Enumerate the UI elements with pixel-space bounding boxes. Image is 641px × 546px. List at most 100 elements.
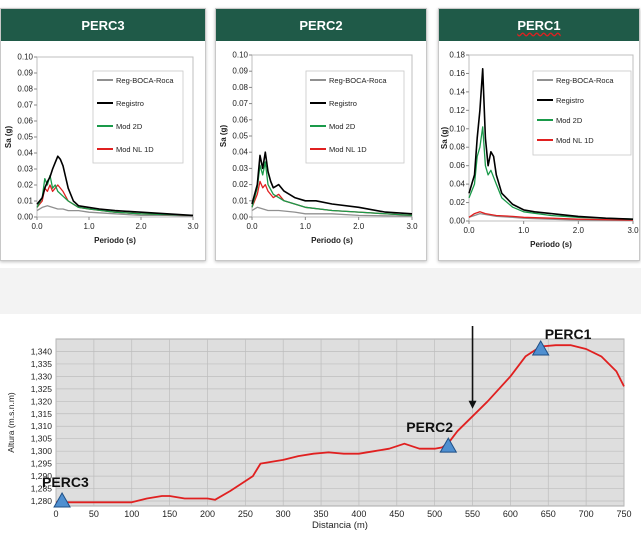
station-label-perc2: PERC2 bbox=[406, 419, 453, 435]
y-tick-label: 0.00 bbox=[449, 217, 465, 226]
x-tick-label: 1.0 bbox=[518, 226, 530, 235]
y-tick-label: 1,340 bbox=[31, 346, 53, 356]
panel-title-perc2: PERC2 bbox=[216, 9, 426, 41]
x-tick-label: 700 bbox=[579, 509, 594, 519]
spectrum-chart-perc1: 0.00 0.02 0.04 0.06 0.08 0.10 0.12 0.14 0.16 0.18… bbox=[440, 51, 639, 250]
station-marker-perc1 bbox=[531, 339, 550, 356]
legend-entry: Reg-BOCA-Roca bbox=[556, 76, 614, 85]
spectrum-chart-perc3: 0.00 0.01 0.02 0.03 0.04 0.05 0.06 0.07 0.08 0.09… bbox=[4, 53, 199, 246]
elevation-profile-chart: 1,280 1,285 1,290 1,295 1,300 1,305 1,310 1,315… bbox=[6, 326, 632, 531]
y-tick-label: 0.06 bbox=[232, 115, 248, 124]
y-axis-title: Sa (g) bbox=[219, 125, 228, 148]
legend-entry: Mod 2D bbox=[329, 122, 356, 131]
y-tick-label: 0.07 bbox=[232, 99, 248, 108]
series-line-reg-boca-roca bbox=[251, 206, 413, 217]
y-tick-label: 0.03 bbox=[17, 165, 33, 174]
y-tick-label: 0.09 bbox=[17, 69, 33, 78]
chart-panel-perc1: PERC1 0.00 0.02 0.04 0.06 0.08 0.10 0.12 0.14 0.… bbox=[438, 8, 640, 261]
station-label-perc3: PERC3 bbox=[42, 474, 89, 490]
legend-box bbox=[92, 70, 184, 164]
y-tick-label: 1,295 bbox=[31, 459, 53, 469]
legend-entry: Registro bbox=[556, 96, 584, 105]
series-line-registro bbox=[251, 151, 413, 215]
series-line-mod-2d bbox=[251, 161, 413, 217]
y-tick-label: 0.01 bbox=[232, 196, 248, 205]
plot-area bbox=[55, 338, 625, 507]
y-tick-label: 0.01 bbox=[17, 197, 33, 206]
x-axis-title: Periodo (s) bbox=[311, 236, 353, 245]
x-tick-label: 300 bbox=[276, 509, 291, 519]
y-tick-label: 0.09 bbox=[232, 67, 248, 76]
y-tick-label: 0.06 bbox=[17, 117, 33, 126]
x-tick-label: 600 bbox=[503, 509, 518, 519]
y-tick-label: 1,320 bbox=[31, 396, 53, 406]
station-label-perc1: PERC1 bbox=[545, 326, 592, 342]
y-tick-label: 1,300 bbox=[31, 446, 53, 456]
y-tick-label: 0.05 bbox=[17, 133, 33, 142]
y-axis-title: Altura (m.s.n.m) bbox=[6, 392, 16, 453]
x-tick-label: 50 bbox=[89, 509, 99, 519]
x-tick-label: 450 bbox=[389, 509, 404, 519]
station-marker-perc3 bbox=[53, 492, 71, 508]
y-axis-title: Sa (g) bbox=[4, 126, 13, 149]
panel-title-perc3: PERC3 bbox=[1, 9, 205, 41]
y-tick-label: 0.10 bbox=[232, 51, 248, 60]
legend-entry: Mod NL 1D bbox=[329, 145, 367, 154]
y-tick-label: 0.04 bbox=[232, 148, 248, 157]
y-tick-label: 0.05 bbox=[232, 132, 248, 141]
y-tick-label: 0.08 bbox=[449, 143, 465, 152]
elevation-profile-line bbox=[56, 344, 625, 504]
panel-title-perc1: PERC1 bbox=[439, 9, 639, 41]
y-tick-label: 1,285 bbox=[31, 484, 53, 494]
x-tick-label: 0.0 bbox=[31, 222, 43, 231]
x-tick-label: 250 bbox=[238, 509, 253, 519]
chart-panel-perc2: PERC2 0.00 0.01 0.02 0.03 0.04 0.05 0.06 0.07 0.… bbox=[215, 8, 427, 261]
x-axis-title: Distancia (m) bbox=[312, 520, 368, 531]
x-tick-label: 150 bbox=[162, 509, 177, 519]
x-tick-label: 0.0 bbox=[463, 226, 475, 235]
y-tick-label: 0.04 bbox=[449, 180, 465, 189]
legend-entry: Mod 2D bbox=[556, 116, 583, 125]
x-tick-label: 3.0 bbox=[187, 222, 199, 231]
legend-entry: Reg-BOCA-Roca bbox=[116, 76, 174, 85]
series-line-registro bbox=[468, 67, 634, 220]
y-tick-label: 1,315 bbox=[31, 409, 53, 419]
legend-entry: Registro bbox=[329, 99, 357, 108]
y-tick-label: 0.02 bbox=[232, 180, 248, 189]
legend-entry: Mod NL 1D bbox=[556, 136, 594, 145]
y-tick-label: 0.03 bbox=[232, 164, 248, 173]
series-line-reg-boca-roca bbox=[36, 205, 194, 217]
y-tick-label: 0.14 bbox=[449, 87, 465, 96]
x-tick-label: 0 bbox=[53, 509, 58, 519]
y-tick-label: 0.06 bbox=[449, 161, 465, 170]
series-line-registro bbox=[36, 155, 194, 217]
series-line-reg-boca-roca bbox=[468, 212, 634, 222]
series-line-mod-nl-1d bbox=[468, 211, 634, 221]
x-axis-title: Periodo (s) bbox=[94, 236, 136, 245]
series-line-mod-2d bbox=[36, 174, 194, 217]
x-tick-label: 1.0 bbox=[300, 222, 312, 231]
x-tick-label: 400 bbox=[351, 509, 366, 519]
y-tick-label: 1,305 bbox=[31, 434, 53, 444]
x-tick-label: 1.0 bbox=[83, 222, 95, 231]
x-tick-label: 100 bbox=[124, 509, 139, 519]
y-tick-label: 0.08 bbox=[232, 83, 248, 92]
y-tick-label: 0.07 bbox=[17, 101, 33, 110]
y-tick-label: 0.02 bbox=[17, 181, 33, 190]
x-tick-label: 0.0 bbox=[246, 222, 258, 231]
y-tick-label: 1,280 bbox=[31, 496, 53, 506]
legend-entry: Reg-BOCA-Roca bbox=[329, 76, 387, 85]
y-tick-label: 1,335 bbox=[31, 359, 53, 369]
x-tick-label: 550 bbox=[465, 509, 480, 519]
x-tick-label: 500 bbox=[427, 509, 442, 519]
y-tick-label: 0.04 bbox=[17, 149, 33, 158]
y-tick-label: 0.08 bbox=[17, 85, 33, 94]
x-tick-label: 3.0 bbox=[406, 222, 418, 231]
station-marker-perc2 bbox=[439, 437, 458, 453]
x-tick-label: 2.0 bbox=[135, 222, 147, 231]
x-tick-label: 650 bbox=[541, 509, 556, 519]
x-tick-label: 2.0 bbox=[573, 226, 585, 235]
separator-band bbox=[0, 268, 641, 314]
x-tick-label: 3.0 bbox=[627, 226, 639, 235]
y-tick-label: 1,310 bbox=[31, 421, 53, 431]
